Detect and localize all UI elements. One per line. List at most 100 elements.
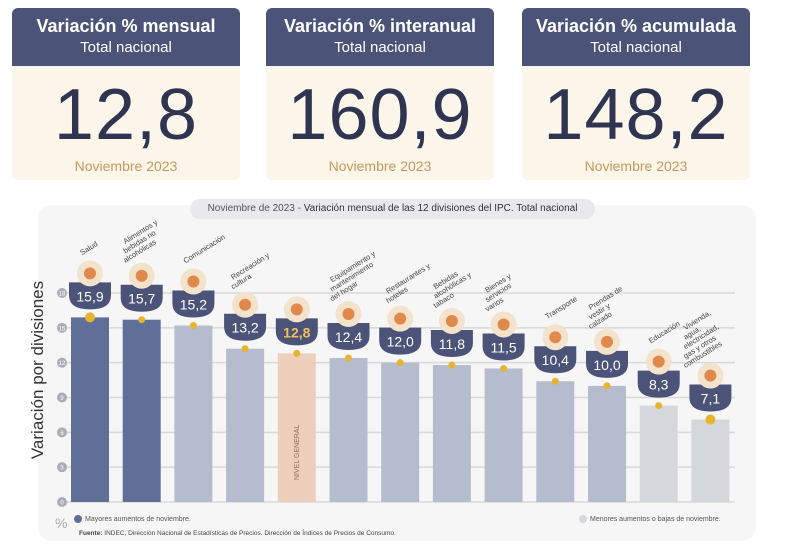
category-label: Comunicación (182, 232, 227, 265)
y-tick-label: 9 (60, 396, 64, 402)
value-badge (224, 313, 267, 341)
legend-label: Mayores aumentos de noviembre. (85, 515, 191, 523)
value-label: 12,0 (387, 334, 414, 350)
category-icon-glyph (652, 355, 665, 368)
card-monthly: Variación % mensual Total nacional 12,8 N… (12, 8, 240, 180)
card-subtitle: Total nacional (334, 39, 426, 56)
legend-swatch (579, 515, 587, 523)
bar-dot (705, 414, 716, 425)
y-tick-marker (57, 357, 67, 368)
value-badge (430, 329, 473, 357)
y-tick-marker (57, 462, 67, 473)
chart-title: Noviembre de 2023 - Variación mensual de… (190, 199, 595, 219)
bar-dot (500, 364, 508, 372)
category-label: Equipamiento ymantenimientodel hogar (320, 249, 386, 303)
category-icon-glyph (290, 303, 303, 316)
category-label: Restaurantes yhoteles (380, 261, 436, 305)
bar-dot (241, 345, 249, 353)
category-label: Educación (647, 319, 681, 345)
card-date: Noviembre 2023 (584, 158, 688, 174)
category-label: Bebidasalcohólicas ytabaco (423, 263, 477, 310)
y-tick-label: 12 (59, 361, 66, 367)
value-label: 15,9 (76, 288, 103, 304)
category-icon-glyph (704, 369, 717, 382)
category-label: Vivienda,agua,electricidad,gas y otrosco… (665, 308, 730, 370)
value-label: 12,8 (283, 324, 310, 340)
y-tick-label: 18 (59, 292, 66, 298)
y-tick-label: 0 (60, 501, 64, 507)
value-label: 12,4 (335, 329, 362, 345)
y-tick-label: 3 (60, 466, 64, 472)
value-badge (482, 333, 525, 361)
value-badge (69, 282, 111, 310)
bar-dot (138, 316, 146, 324)
bar-12 (639, 405, 678, 502)
bar-1 (71, 317, 109, 502)
bar-5 (277, 353, 316, 502)
value-badge (120, 284, 163, 312)
card-subtitle: Total nacional (590, 39, 682, 56)
category-icon-glyph (135, 269, 148, 282)
y-tick-marker (57, 427, 67, 438)
y-tick-label: 15 (59, 326, 66, 332)
value-badge (379, 327, 422, 355)
bar-6 (329, 358, 368, 502)
value-label: 10,4 (542, 352, 569, 368)
value-badge (275, 318, 318, 346)
category-label: Salud (78, 239, 99, 257)
category-icon-glyph (601, 335, 613, 348)
bar-dot (345, 354, 352, 362)
bar-13 (691, 419, 730, 502)
category-icon-glyph (84, 267, 96, 280)
category-icon-glyph (394, 312, 407, 325)
value-badge (327, 323, 370, 351)
bar-dot (189, 322, 197, 330)
bar-dot (551, 377, 559, 385)
category-icon-glyph (239, 298, 252, 311)
bar-9 (484, 368, 523, 502)
y-tick-marker (57, 288, 67, 298)
card-title: Variación % interanual (283, 16, 477, 36)
category-label: Recreación ycultura (225, 251, 276, 291)
source-label: Fuente: (79, 530, 103, 537)
value-badge (586, 350, 628, 378)
bar-3 (174, 325, 213, 502)
general-bar-label: NIVEL GENERAL (294, 425, 301, 480)
card-title: Variación % mensual (36, 16, 216, 36)
value-label: 11,5 (490, 339, 516, 355)
category-icon-glyph (497, 318, 510, 331)
card-accumulated: Variación % acumulada Total nacional 148,… (522, 8, 750, 180)
y-tick-label: 6 (60, 431, 64, 437)
bar-dot (293, 349, 301, 357)
legend-label: Menores aumentos o bajas de noviembre. (590, 515, 721, 523)
y-tick-marker (57, 392, 67, 403)
value-label: 13,2 (231, 320, 258, 336)
bar-dot (448, 361, 456, 369)
card-value: 12,8 (53, 75, 199, 155)
bar-dot (603, 382, 611, 390)
value-label: 7,1 (701, 391, 721, 407)
source-text: INDEC, Dirección Nacional de Estadística… (104, 530, 396, 537)
category-icon-glyph (187, 275, 200, 288)
card-date: Noviembre 2023 (328, 158, 432, 174)
category-label: Prendas devestir ycalzado (578, 284, 632, 331)
card-title: Variación % acumulada (535, 16, 737, 36)
bar-dot (396, 359, 404, 367)
bar-2 (122, 319, 161, 502)
bar-11 (588, 385, 626, 502)
source-note: Fuente: INDEC, Dirección Nacional de Est… (79, 530, 396, 537)
bar-4 (226, 348, 265, 502)
bar-8 (432, 364, 471, 502)
category-label: Alimentos ybebidas noalcohólicas (113, 218, 168, 265)
bar-dot (85, 312, 95, 323)
category-icon-glyph (445, 314, 458, 327)
card-date: Noviembre 2023 (74, 158, 178, 174)
bar-10 (536, 381, 575, 502)
y-tick-marker (57, 497, 67, 507)
value-badge (637, 370, 680, 398)
y-tick-marker (57, 322, 67, 333)
value-badge (172, 290, 215, 318)
category-icon-glyph (342, 308, 355, 321)
card-subtitle: Total nacional (80, 39, 172, 56)
